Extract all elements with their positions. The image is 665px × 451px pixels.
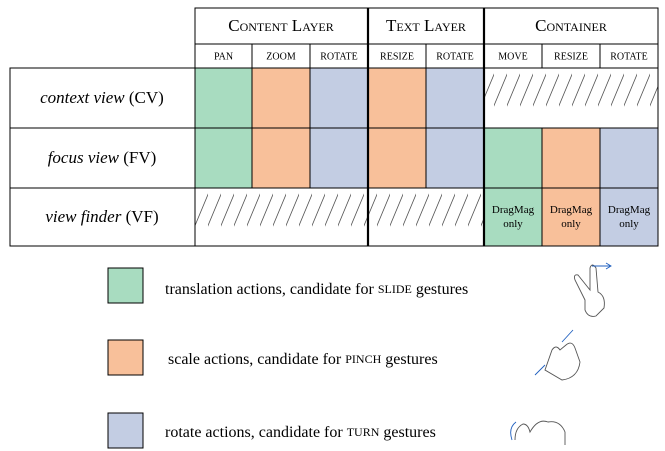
cell xyxy=(367,127,427,189)
pinch-hand xyxy=(544,342,581,381)
hatched-cell xyxy=(367,187,485,247)
hatched-cell xyxy=(194,187,369,247)
group-header: Container xyxy=(535,16,607,35)
legend-label: translation actions, candidate for xyxy=(165,281,374,298)
cell xyxy=(425,127,485,189)
turn-arrow xyxy=(510,421,517,441)
cell xyxy=(309,127,369,189)
legend-suffix: gestures xyxy=(416,281,468,298)
cell xyxy=(541,127,601,189)
column-header: ROTATE xyxy=(610,51,648,62)
row-label: focus view (FV) xyxy=(48,148,157,167)
legend: translation actions, candidate for SLIDE… xyxy=(107,267,468,449)
turn-hand xyxy=(514,420,566,445)
cell xyxy=(251,127,311,189)
legend-keyword: PINCH xyxy=(345,352,381,366)
gesture-icons xyxy=(510,262,612,445)
slide-arrowhead xyxy=(605,262,612,270)
cell xyxy=(425,67,485,129)
slide-hand xyxy=(573,264,605,317)
legend-text: rotate actions, candidate for TURN gestu… xyxy=(165,424,436,441)
column-header: ZOOM xyxy=(266,51,296,62)
legend-text: scale actions, candidate for PINCH gestu… xyxy=(168,351,438,368)
row-abbr: (CV) xyxy=(129,88,164,107)
hatched-cell xyxy=(483,67,659,129)
column-header: RESIZE xyxy=(554,51,588,62)
legend-label: scale actions, candidate for xyxy=(168,351,342,368)
row-abbr: (VF) xyxy=(126,207,159,226)
cell xyxy=(599,127,659,189)
column-header: PAN xyxy=(214,51,233,62)
legend-text: translation actions, candidate for SLIDE… xyxy=(165,281,468,298)
legend-swatch xyxy=(107,412,144,449)
column-header-cell xyxy=(599,43,659,69)
cell xyxy=(309,67,369,129)
row-name: view finder xyxy=(45,207,121,226)
legend-suffix: gestures xyxy=(383,424,435,441)
column-header: ROTATE xyxy=(320,51,358,62)
group-header: Content Layer xyxy=(228,16,334,35)
row-label: context view (CV) xyxy=(40,88,164,107)
cell-text: DragMag only xyxy=(550,204,593,230)
legend-keyword: TURN xyxy=(347,425,380,439)
group-header: Text Layer xyxy=(386,16,466,35)
cell-text: DragMag only xyxy=(492,204,535,230)
row-label-frame xyxy=(9,67,196,247)
cell xyxy=(367,67,427,129)
cell xyxy=(194,127,253,189)
cell xyxy=(194,67,253,129)
cell xyxy=(251,67,311,129)
row-labels: context view (CV) focus view (FV) view f… xyxy=(40,88,164,226)
row-name: focus view xyxy=(48,148,120,167)
legend-label: rotate actions, candidate for xyxy=(165,424,343,441)
column-header: MOVE xyxy=(498,51,527,62)
column-header: ROTATE xyxy=(436,51,474,62)
group-headers: Content Layer Text Layer Container xyxy=(228,16,607,35)
column-header: RESIZE xyxy=(380,51,414,62)
row-label: view finder (VF) xyxy=(45,207,158,226)
pinch-arrows xyxy=(534,329,574,376)
row-name: context view xyxy=(40,88,125,107)
cell-text: DragMag only xyxy=(608,204,651,230)
cell xyxy=(483,187,543,247)
legend-keyword: SLIDE xyxy=(378,282,412,296)
cell xyxy=(599,187,659,247)
legend-swatch xyxy=(107,339,144,376)
row-abbr: (FV) xyxy=(123,148,156,167)
cell xyxy=(483,127,543,189)
legend-swatch xyxy=(107,267,144,304)
legend-suffix: gestures xyxy=(385,351,437,368)
